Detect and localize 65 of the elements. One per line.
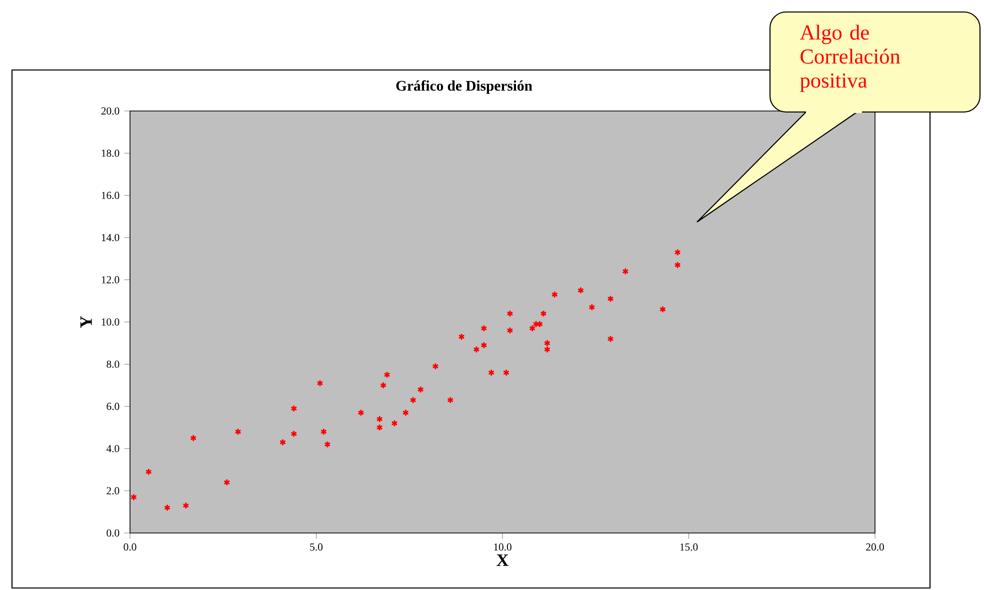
x-tick-label: 10.0 <box>494 543 512 551</box>
point <box>659 306 666 314</box>
y-tick-label: 2.0 <box>106 487 120 494</box>
point <box>182 502 190 510</box>
point <box>376 424 383 432</box>
point <box>164 504 171 512</box>
point <box>358 409 364 416</box>
y-tick-label: 20.0 <box>101 107 120 115</box>
point <box>577 286 584 294</box>
x-tick-label: 15.0 <box>680 543 698 551</box>
point <box>410 396 416 404</box>
point <box>622 268 629 276</box>
point <box>324 440 331 448</box>
point <box>607 295 614 302</box>
y-tick-label: 14.0 <box>102 234 120 242</box>
point <box>674 261 681 269</box>
y-tick-label: 8.0 <box>106 360 120 368</box>
point <box>290 404 298 412</box>
point <box>480 342 488 349</box>
point <box>532 320 540 328</box>
point <box>529 324 536 332</box>
point <box>473 346 480 354</box>
point <box>536 320 544 328</box>
point <box>506 326 514 334</box>
point <box>130 493 138 501</box>
point <box>320 428 327 436</box>
y-tick-label: 6.0 <box>106 402 120 410</box>
y-tick-label: 4.0 <box>106 444 120 452</box>
point <box>551 290 558 298</box>
y-axis-title: Y <box>80 316 92 328</box>
point <box>447 396 454 404</box>
y-tick-label: 18.0 <box>102 150 120 157</box>
x-axis-title: X <box>496 554 509 566</box>
point <box>506 310 514 318</box>
point <box>384 371 390 378</box>
point <box>540 310 547 318</box>
point <box>674 248 681 256</box>
point <box>480 324 488 332</box>
y-tick-label: 16.0 <box>102 192 120 200</box>
y-tick-label: 0.0 <box>106 529 120 537</box>
point <box>607 335 614 343</box>
point <box>290 430 298 438</box>
x-tick-label: 0.0 <box>124 543 136 551</box>
point <box>380 382 387 389</box>
point <box>224 478 230 486</box>
point <box>502 368 510 376</box>
point <box>279 438 286 446</box>
point <box>588 304 596 311</box>
point <box>190 434 197 442</box>
point <box>145 468 152 476</box>
y-tick-label: 10.0 <box>102 318 120 326</box>
point <box>316 380 324 387</box>
point <box>458 333 465 340</box>
point <box>417 386 424 394</box>
point <box>488 368 495 376</box>
point <box>432 362 439 370</box>
chart-title: Gráfico de Dispersión <box>396 80 532 94</box>
point <box>391 420 398 427</box>
y-tick-label: 12.0 <box>102 276 120 284</box>
text: Algo de Correlación positiva <box>800 24 900 92</box>
point <box>376 415 383 423</box>
x-tick-label: 5.0 <box>310 543 323 551</box>
point <box>234 428 242 436</box>
point <box>402 409 409 416</box>
x-tick-label: 20.0 <box>866 543 884 551</box>
